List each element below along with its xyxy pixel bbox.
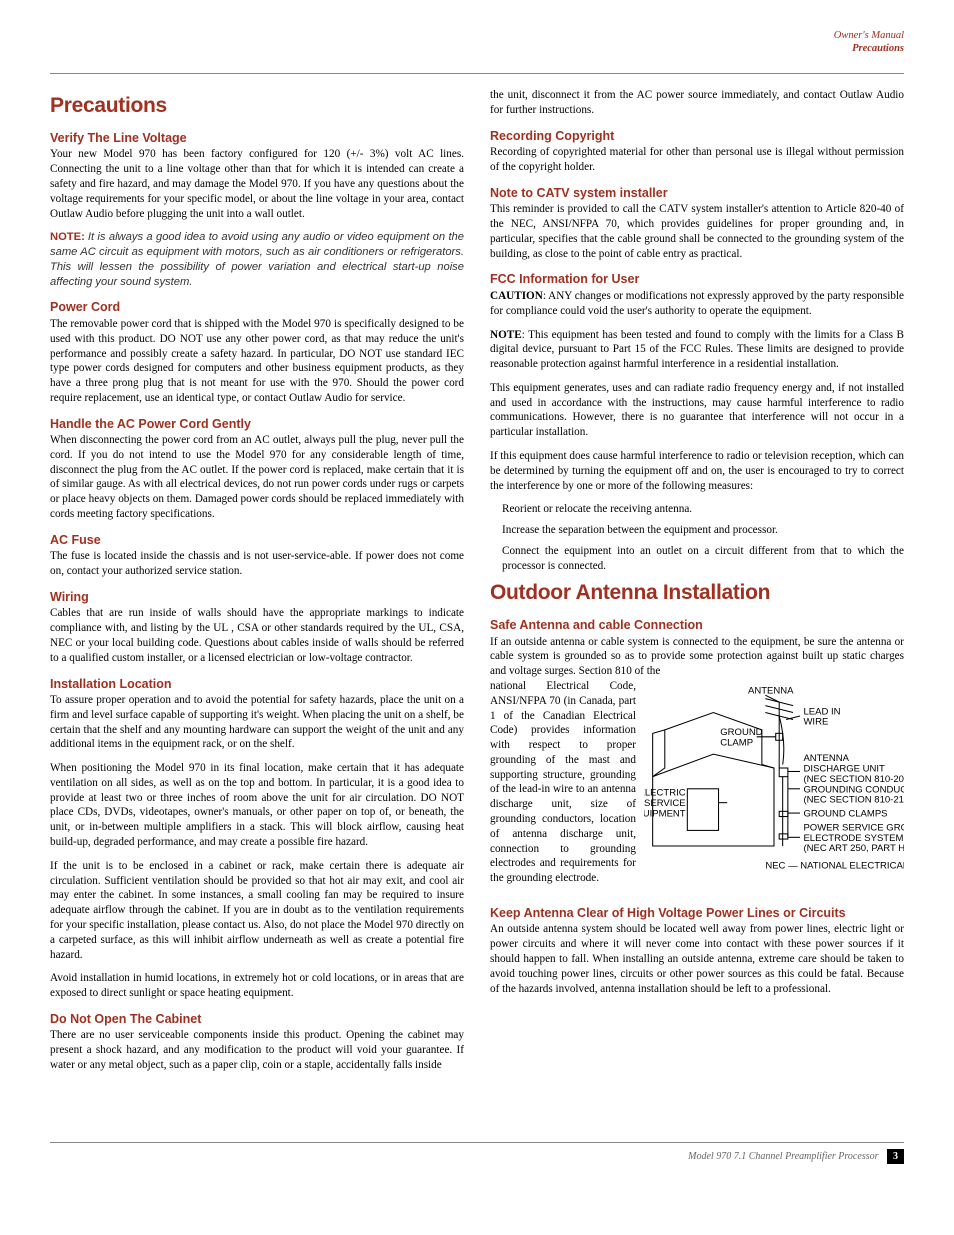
lbl-gcond: GROUNDING CONDUCTORS(NEC SECTION 810-21) [803, 784, 904, 805]
p-recording: Recording of copyrighted material for ot… [490, 145, 904, 175]
b1: Reorient or relocate the receiving anten… [490, 502, 904, 517]
lbl-ese: ELECTRICSERVICEEQUIPMENT [644, 788, 686, 820]
lbl-gclamp: GROUNDCLAMP [720, 727, 762, 748]
p-ac-fuse: The fuse is located inside the chassis a… [50, 549, 464, 579]
antenna-diagram: ANTENNA LEAD INWIRE GROUNDCLAMP ANTENNAD… [644, 681, 904, 881]
lbl-antenna: ANTENNA [748, 685, 794, 696]
page-footer: Model 970 7.1 Channel Preamplifier Proce… [50, 1142, 904, 1164]
p-catv: This reminder is provided to call the CA… [490, 202, 904, 261]
footer-page: 3 [887, 1149, 904, 1164]
p-line-voltage: Your new Model 970 has been factory conf… [50, 147, 464, 221]
fcc-note-text: : This equipment has been tested and fou… [490, 329, 904, 371]
h-handle-cord: Handle the AC Power Cord Gently [50, 416, 464, 433]
p-cabinet: There are no user serviceable components… [50, 1028, 464, 1072]
p-cont: the unit, disconnect it from the AC powe… [490, 88, 904, 118]
p-keep-clear: An outside antenna system should be loca… [490, 922, 904, 996]
header-line2: Precautions [50, 43, 904, 56]
note-text: It is always a good idea to avoid using … [50, 231, 464, 287]
footer-product: Model 970 7.1 Channel Preamplifier Proce… [688, 1151, 878, 1162]
p-install-1: To assure proper operation and to avoid … [50, 693, 464, 752]
h-fcc: FCC Information for User [490, 271, 904, 288]
page-header: Owner's Manual Precautions [50, 30, 904, 55]
p-wiring: Cables that are run inside of walls shou… [50, 606, 464, 665]
p-fcc-note: NOTE: This equipment has been tested and… [490, 328, 904, 372]
lbl-lead: LEAD INWIRE [803, 706, 840, 727]
p-fcc-2: If this equipment does cause harmful int… [490, 449, 904, 493]
p-fcc-1: This equipment generates, uses and can r… [490, 381, 904, 440]
top-rule [50, 73, 904, 74]
header-line1: Owner's Manual [50, 30, 904, 43]
antenna-block: ANTENNA LEAD INWIRE GROUNDCLAMP ANTENNAD… [490, 679, 904, 886]
note-label: NOTE: [50, 231, 85, 243]
b3: Connect the equipment into an outlet on … [490, 544, 904, 574]
p-install-4: Avoid installation in humid locations, i… [50, 971, 464, 1001]
lbl-nec: NEC — NATIONAL ELECTRICAL CODE [765, 861, 904, 872]
h-ac-fuse: AC Fuse [50, 532, 464, 549]
p-install-3: If the unit is to be enclosed in a cabin… [50, 859, 464, 962]
caution-text: : ANY changes or modifications not expre… [490, 290, 904, 317]
p-fcc-caution: CAUTION: ANY changes or modifications no… [490, 289, 904, 319]
note-line-voltage: NOTE: It is always a good idea to avoid … [50, 230, 464, 289]
p-handle-cord: When disconnecting the power cord from a… [50, 433, 464, 522]
precautions-title: Precautions [50, 92, 464, 120]
h-line-voltage: Verify The Line Voltage [50, 130, 464, 147]
p-safe-lead: If an outside antenna or cable system is… [490, 635, 904, 679]
b2: Increase the separation between the equi… [490, 523, 904, 538]
right-column: the unit, disconnect it from the AC powe… [490, 88, 904, 1082]
h-wiring: Wiring [50, 589, 464, 606]
outdoor-title: Outdoor Antenna Installation [490, 579, 904, 607]
p-install-2: When positioning the Model 970 in its fi… [50, 761, 464, 850]
h-install-loc: Installation Location [50, 676, 464, 693]
lbl-psg: POWER SERVICE GROUNDINGELECTRODE SYSTEM(… [803, 822, 904, 854]
content-columns: Precautions Verify The Line Voltage Your… [50, 88, 904, 1082]
h-cabinet: Do Not Open The Cabinet [50, 1011, 464, 1028]
h-safe-antenna: Safe Antenna and cable Connection [490, 617, 904, 634]
lbl-gclamps: GROUND CLAMPS [803, 809, 887, 820]
h-catv: Note to CATV system installer [490, 185, 904, 202]
caution-label: CAUTION [490, 290, 543, 302]
lbl-adu: ANTENNADISCHARGE UNIT(NEC SECTION 810-20… [803, 753, 904, 785]
fcc-note-label: NOTE [490, 329, 522, 341]
h-keep-clear: Keep Antenna Clear of High Voltage Power… [490, 905, 904, 922]
h-power-cord: Power Cord [50, 299, 464, 316]
h-recording: Recording Copyright [490, 128, 904, 145]
p-power-cord: The removable power cord that is shipped… [50, 317, 464, 406]
fcc-bullets: Reorient or relocate the receiving anten… [490, 502, 904, 573]
left-column: Precautions Verify The Line Voltage Your… [50, 88, 464, 1082]
